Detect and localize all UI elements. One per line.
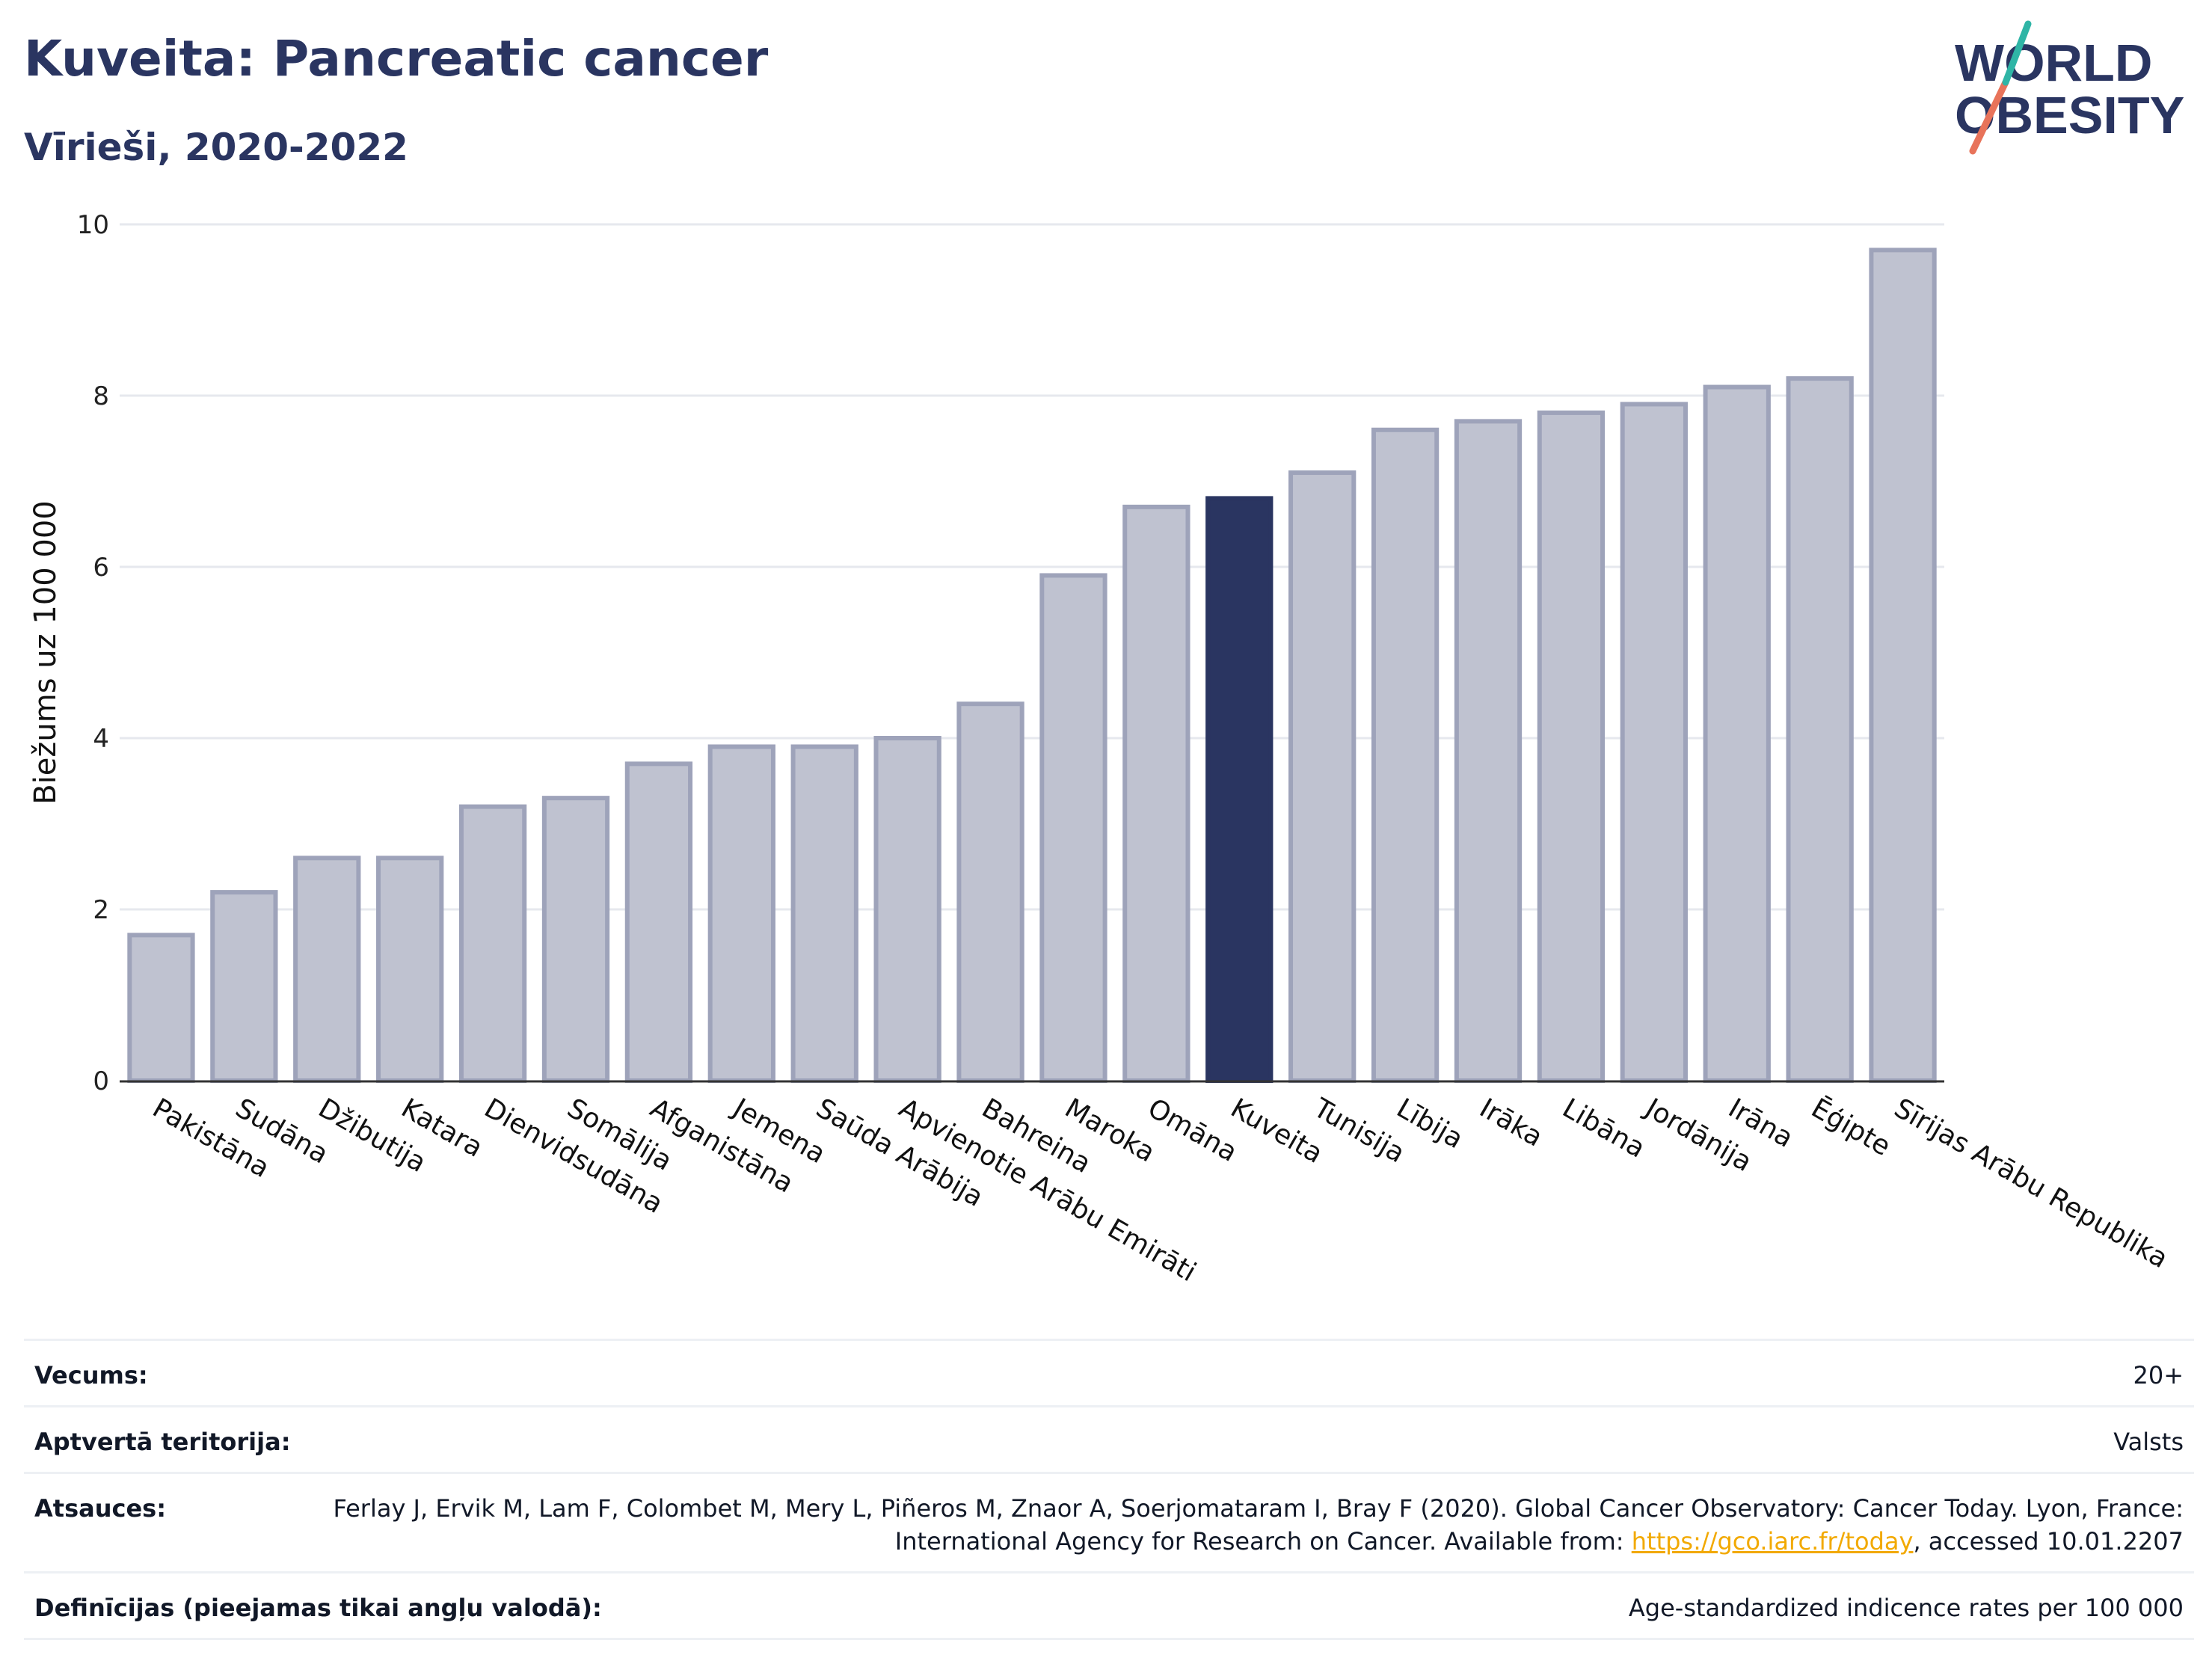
y-tick-label: 8	[93, 381, 109, 411]
x-tick-label: Omāna	[1143, 1093, 1242, 1168]
bar-17	[1537, 410, 1606, 1083]
references-value: Ferlay J, Ervik M, Lam F, Colombet M, Me…	[196, 1492, 2184, 1558]
chart-title: Kuveita: Pancreatic cancer	[24, 30, 769, 87]
x-tick-label: Kuveita	[1226, 1093, 1328, 1170]
references-text-2: , accessed 10.01.2207	[1913, 1527, 2184, 1556]
meta-row-coverage: Aptvertā teritorija: Valsts	[24, 1407, 2194, 1474]
age-value: 20+	[2133, 1361, 2184, 1390]
bar-5	[541, 796, 610, 1084]
definitions-value: Age-standardized indicence rates per 100…	[1628, 1594, 2184, 1622]
bar-13	[1205, 496, 1274, 1083]
x-tick-label: Sīrijas Arābu Republika	[1889, 1093, 2173, 1274]
bar-20	[1786, 376, 1854, 1084]
x-tick-label: Libāna	[1557, 1093, 1650, 1164]
metadata-table: Vecums: 20+ Aptvertā teritorija: Valsts …	[24, 1339, 2194, 1640]
meta-row-references: Atsauces: Ferlay J, Ervik M, Lam F, Colo…	[24, 1474, 2194, 1573]
bar-7	[707, 744, 775, 1083]
bar-15	[1371, 427, 1440, 1083]
bar-0	[127, 933, 195, 1083]
bar-18	[1620, 402, 1688, 1083]
y-tick-label: 4	[93, 724, 109, 754]
x-tick-label: Irāka	[1475, 1093, 1548, 1152]
y-axis-label: Biežums uz 100 000	[28, 500, 63, 805]
bar-chart: 0 2 4 6 8 10 PakistānaSudānaDžibutijaKataraDi…	[28, 210, 2173, 1288]
chart-subtitle: Vīrieši, 2020-2022	[24, 126, 408, 169]
y-tick-label: 10	[77, 210, 109, 240]
bar-6	[624, 761, 693, 1083]
references-link[interactable]: https://gco.iarc.fr/today	[1631, 1527, 1914, 1556]
coverage-value: Valsts	[2113, 1428, 2184, 1456]
logo-slash-upper	[2002, 20, 2032, 86]
bar-14	[1288, 470, 1357, 1083]
bar-21	[1869, 248, 1937, 1084]
x-tick-label: Tunisija	[1308, 1093, 1410, 1169]
bar-1	[210, 890, 278, 1083]
world-obesity-logo: WORLD OBESITY	[1955, 20, 2184, 155]
logo-slash-lower	[1969, 79, 2009, 155]
bars	[127, 248, 1937, 1084]
meta-row-age: Vecums: 20+	[24, 1341, 2194, 1407]
bar-16	[1454, 419, 1523, 1083]
y-axis-ticks: 0 2 4 6 8 10	[77, 210, 109, 1096]
bar-8	[790, 744, 858, 1083]
bar-2	[293, 856, 361, 1084]
logo-line1: WORLD	[1955, 34, 2152, 92]
bar-10	[956, 701, 1024, 1083]
references-text-1: Ferlay J, Ervik M, Lam F, Colombet M, Me…	[333, 1494, 2184, 1556]
y-tick-label: 6	[93, 553, 109, 583]
bar-3	[376, 856, 444, 1084]
coverage-label: Aptvertā teritorija:	[34, 1428, 291, 1456]
y-tick-label: 0	[93, 1066, 109, 1096]
y-tick-label: 2	[93, 895, 109, 925]
bar-9	[873, 736, 941, 1083]
references-label: Atsauces:	[34, 1494, 166, 1523]
bar-11	[1039, 573, 1107, 1083]
x-axis-labels: PakistānaSudānaDžibutijaKataraDienvidsud…	[147, 1092, 2173, 1288]
bar-12	[1122, 504, 1191, 1083]
age-label: Vecums:	[34, 1361, 148, 1390]
definitions-label: Definīcijas (pieejamas tikai angļu valod…	[34, 1594, 602, 1622]
bar-4	[458, 804, 527, 1083]
meta-row-definitions: Definīcijas (pieejamas tikai angļu valod…	[24, 1573, 2194, 1640]
bar-19	[1703, 384, 1771, 1083]
x-tick-label: Ēģipte	[1806, 1093, 1896, 1162]
